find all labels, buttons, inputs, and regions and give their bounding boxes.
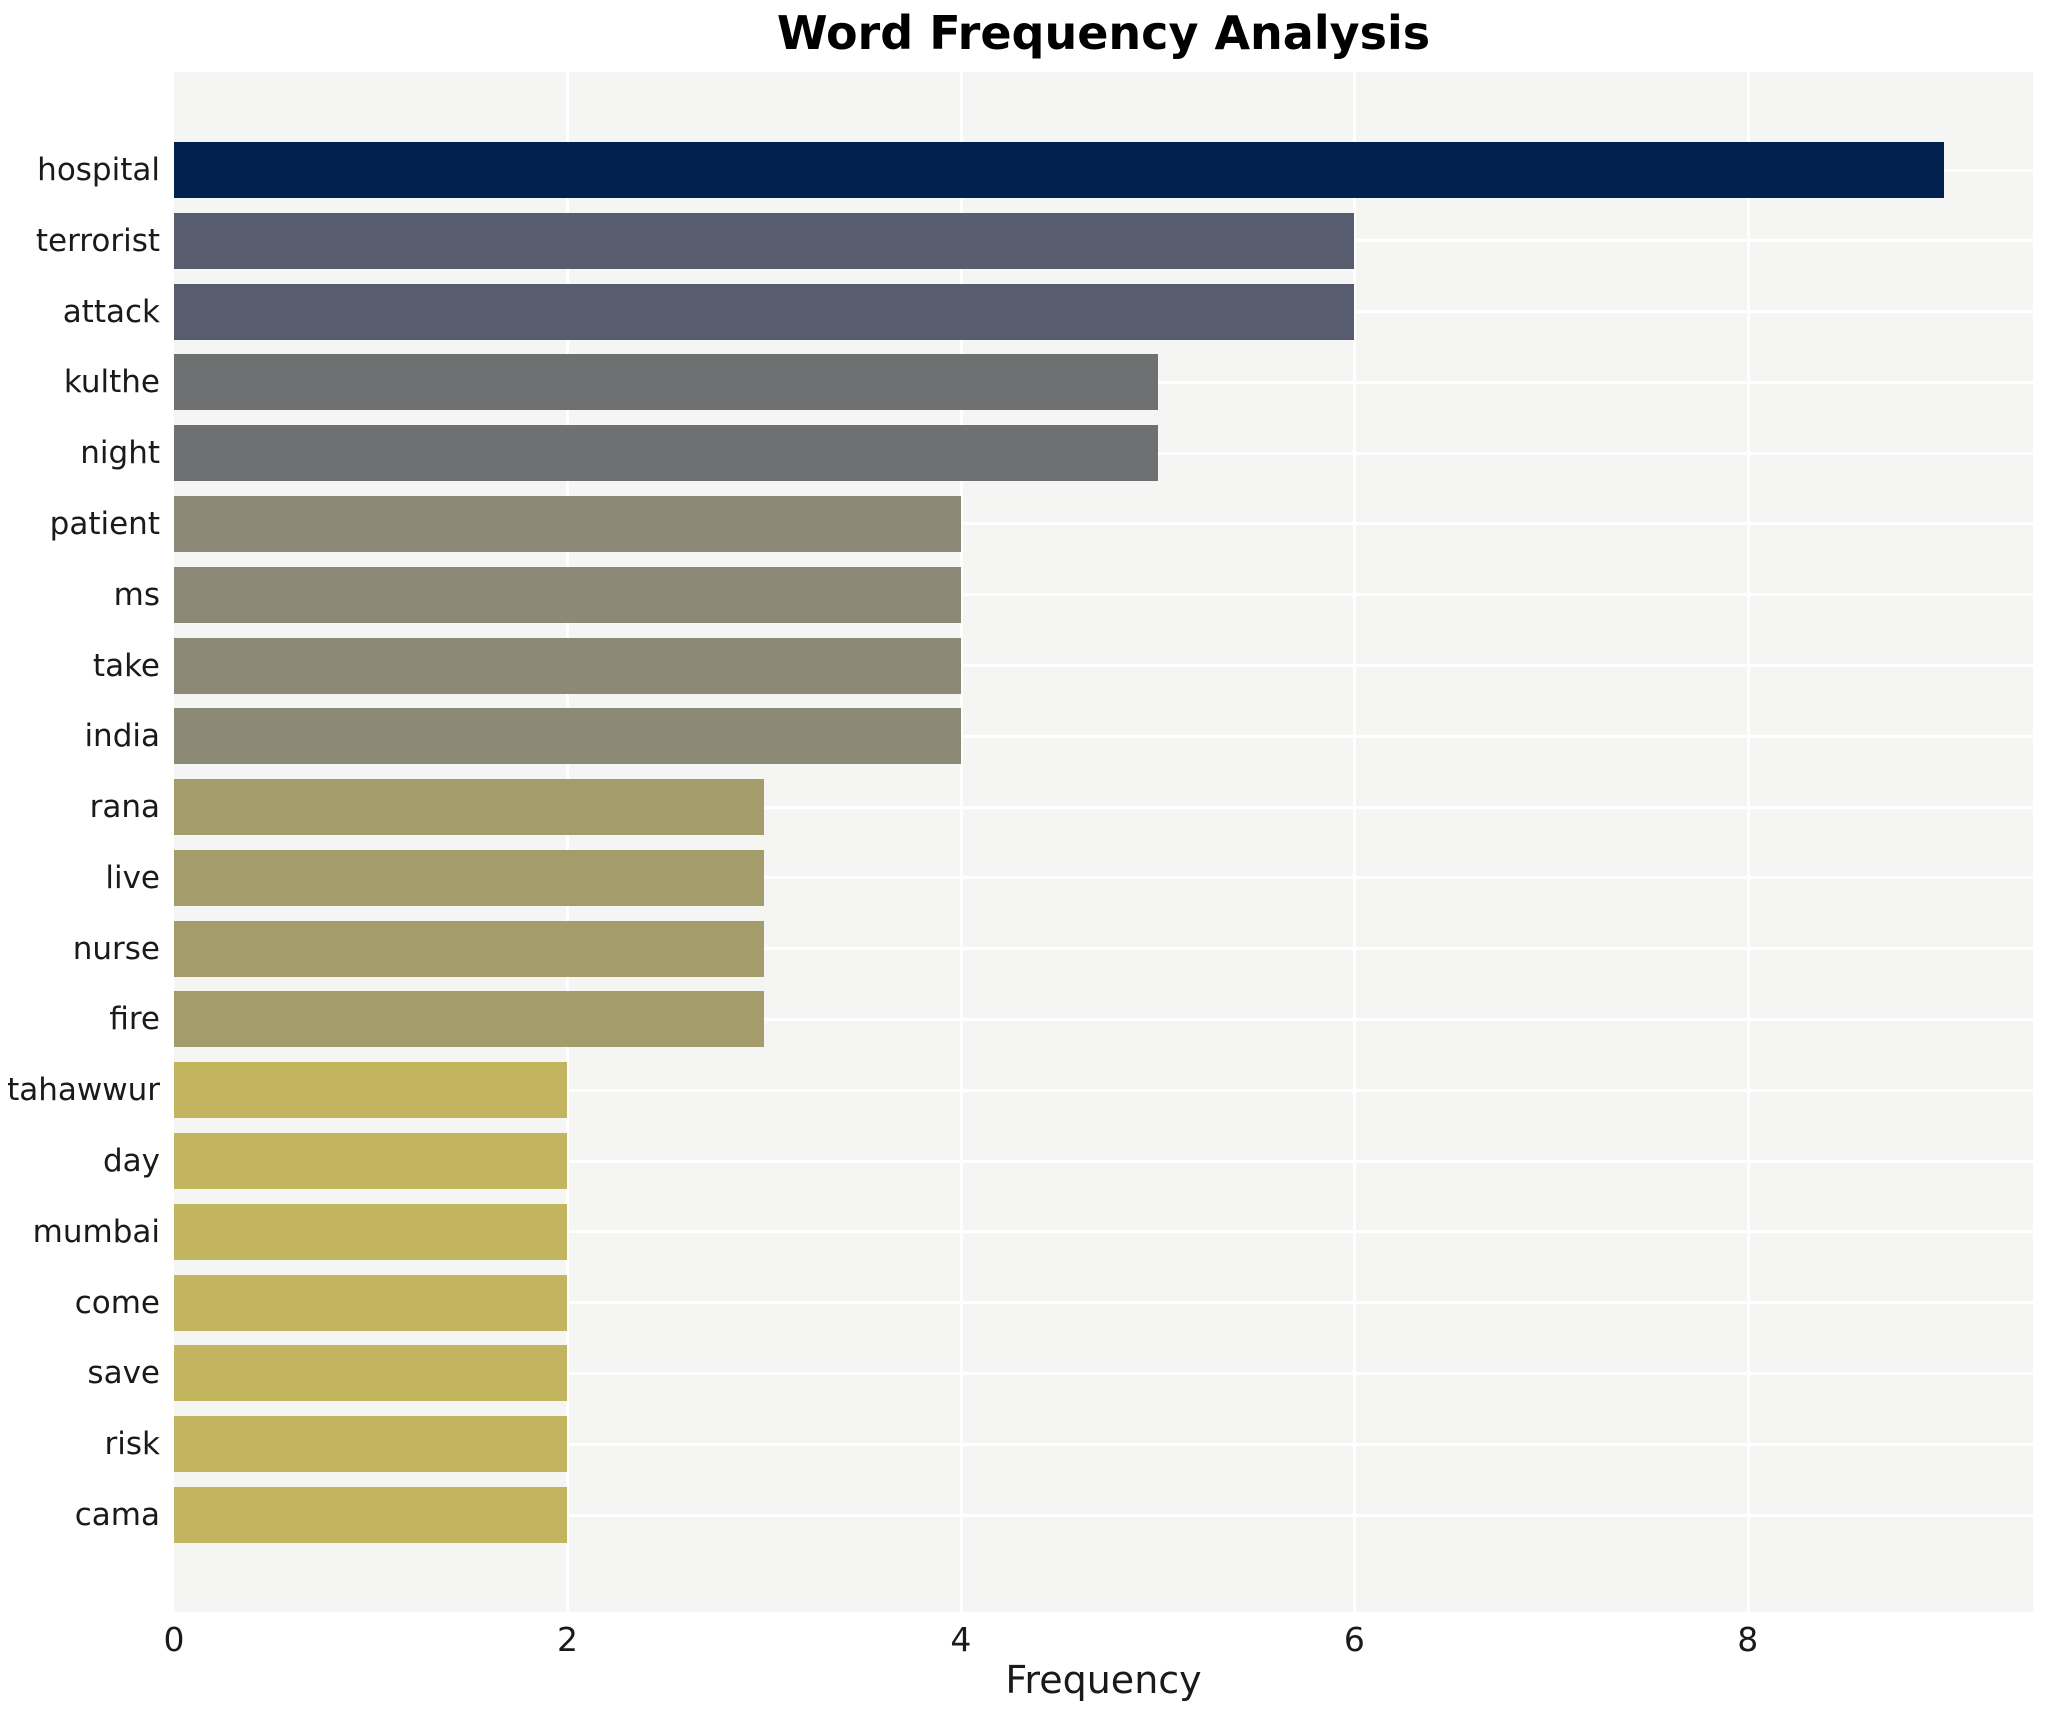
x-tick-label-8: 8 [1737,1620,1759,1659]
bar-day [174,1133,568,1190]
x-tick-label-6: 6 [1343,1620,1365,1659]
bar-kulthe [174,354,1158,411]
gridline-h-take [174,664,2033,668]
y-tick-label-save: save [87,1355,160,1392]
gridline-v-2 [566,72,570,1612]
bar-save [174,1345,568,1402]
bar-attack [174,283,1355,340]
bar-india [174,708,961,765]
bar-rana [174,779,765,836]
bar-ms [174,566,961,623]
y-tick-label-day: day [102,1143,160,1180]
y-tick-label-patient: patient [49,505,160,542]
bar-cama [174,1487,568,1543]
gridline-h-ms [174,593,2033,597]
gridline-h-tahawwur [174,1088,2033,1092]
gridline-h-risk [174,1442,2033,1446]
gridline-v-4 [959,72,963,1612]
x-tick-label-4: 4 [950,1620,972,1659]
bar-patient [174,495,961,552]
y-tick-label-night: night [80,435,160,472]
y-tick-label-rana: rana [89,789,160,826]
gridline-h-fire [174,1017,2033,1021]
y-tick-label-india: india [84,718,160,755]
gridline-h-day [174,1159,2033,1163]
gridline-h-cama [174,1513,2033,1517]
bar-take [174,637,961,694]
bar-nurse [174,920,765,977]
bar-hospital [174,142,1945,198]
bar-terrorist [174,212,1355,269]
y-tick-label-cama: cama [74,1497,160,1533]
gridline-h-nurse [174,947,2033,951]
gridline-v-6 [1353,72,1357,1612]
x-tick-label-0: 0 [163,1620,185,1659]
gridline-h-save [174,1371,2033,1375]
y-tick-label-nurse: nurse [72,930,160,967]
y-tick-label-risk: risk [104,1426,160,1463]
bar-mumbai [174,1203,568,1260]
bar-risk [174,1416,568,1473]
y-tick-label-hospital: hospital [37,152,160,188]
y-tick-label-ms: ms [113,576,160,613]
gridline-h-india [174,734,2033,738]
bar-come [174,1274,568,1331]
gridline-h-rana [174,805,2033,809]
y-axis: hospital terrorist attack kulthe night patien… [0,72,160,1612]
chart-title: Word Frequency Analysis [776,6,1431,60]
gridline-h-live [174,876,2033,880]
bar-fire [174,991,765,1048]
y-tick-label-kulthe: kulthe [63,364,160,401]
y-tick-label-fire: fire [109,1001,160,1038]
plot-area [174,72,2033,1612]
y-tick-label-attack: attack [62,293,160,330]
gridline-h-come [174,1301,2033,1305]
gridline-h-mumbai [174,1230,2033,1234]
y-tick-label-live: live [105,859,160,896]
gridline-h-patient [174,522,2033,526]
x-axis-label: Frequency [1005,1658,1202,1702]
bar-tahawwur [174,1062,568,1119]
y-tick-label-terrorist: terrorist [35,222,160,259]
y-tick-label-take: take [92,647,160,684]
y-tick-label-mumbai: mumbai [32,1213,160,1250]
bar-night [174,425,1158,482]
gridline-v-8 [1746,72,1750,1612]
y-tick-label-come: come [74,1284,160,1321]
y-tick-label-tahawwur: tahawwur [7,1072,160,1109]
bar-live [174,849,765,906]
x-tick-label-2: 2 [556,1620,578,1659]
x-axis: 0 2 4 6 8 [164,1618,2033,1664]
